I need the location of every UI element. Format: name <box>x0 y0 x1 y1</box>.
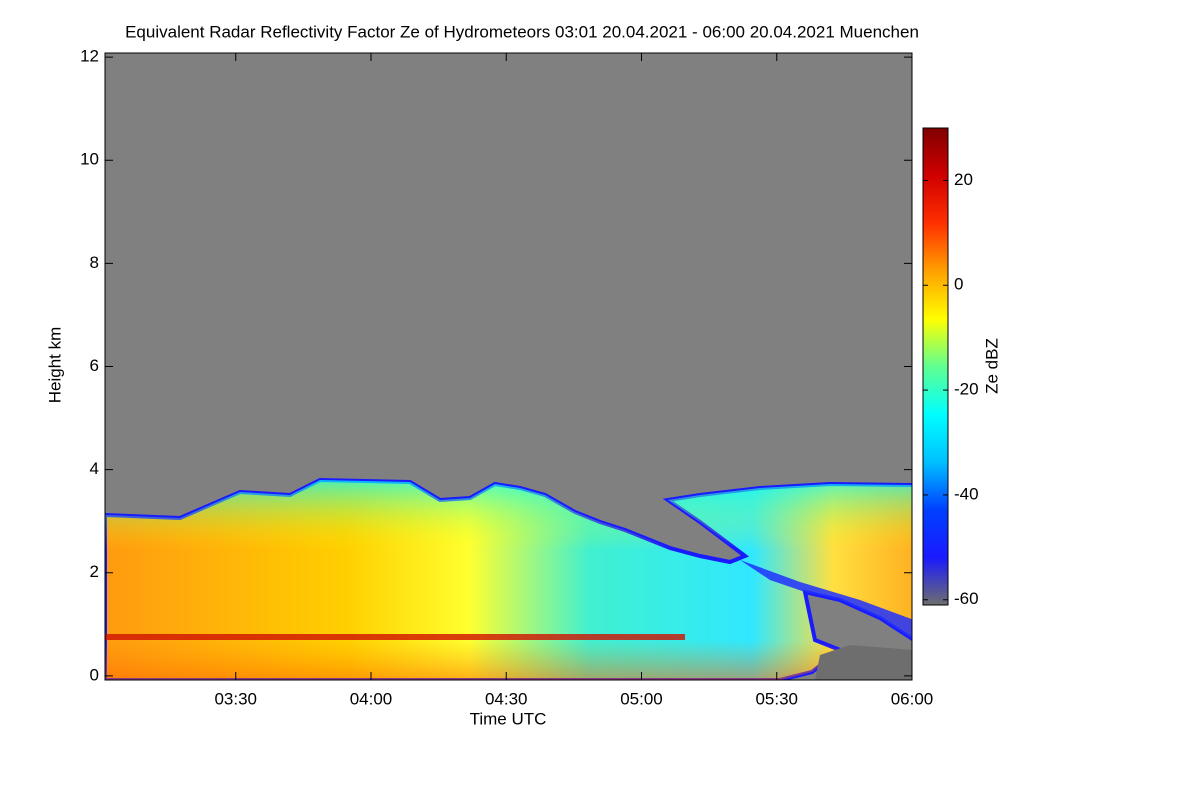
y-tick-label: 0 <box>90 665 99 684</box>
ground-clutter <box>815 645 912 680</box>
echo-shading <box>105 480 912 680</box>
blue-edge <box>740 560 912 639</box>
colorbar-label: Ze dBZ <box>982 338 1001 394</box>
x-tick-label: 05:00 <box>620 689 663 708</box>
x-tick-label: 03:30 <box>214 689 257 708</box>
echo-field <box>105 477 912 680</box>
bright-band <box>105 634 685 640</box>
y-tick-label: 10 <box>80 150 99 169</box>
colorbar-tick-label: -20 <box>954 380 979 399</box>
colorbar-tick-label: -40 <box>954 484 979 503</box>
y-tick-label: 8 <box>90 253 99 272</box>
y-axis-label: Height km <box>45 327 64 404</box>
y-tick-label: 12 <box>80 47 99 66</box>
y-tick-label: 2 <box>90 562 99 581</box>
x-axis-label: Time UTC <box>470 709 547 728</box>
x-tick-label: 05:30 <box>755 689 798 708</box>
y-tick-label: 6 <box>90 356 99 375</box>
x-tick-label: 06:00 <box>891 689 934 708</box>
colorbar <box>922 127 949 606</box>
colorbar-tick-label: 0 <box>954 275 963 294</box>
x-tick-label: 04:30 <box>485 689 528 708</box>
y-tick-label: 4 <box>90 459 99 478</box>
chart-title: Equivalent Radar Reflectivity Factor Ze … <box>125 22 919 41</box>
x-tick-label: 04:00 <box>350 689 393 708</box>
colorbar-tick-label: -60 <box>954 589 979 608</box>
colorbar-tick-label: 20 <box>954 170 973 189</box>
